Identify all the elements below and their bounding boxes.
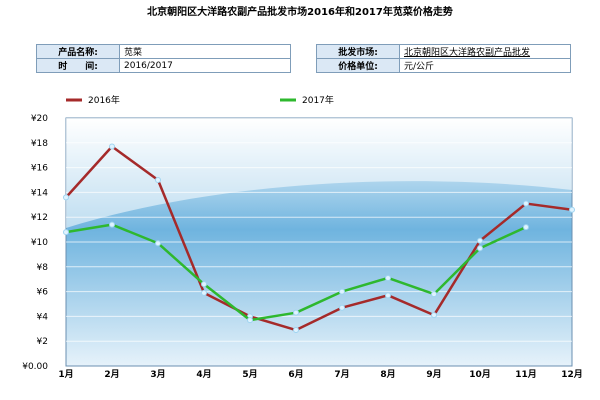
- time-value: 2016/2017: [119, 58, 291, 73]
- legend: 2016年 2017年: [66, 94, 334, 106]
- data-point: [523, 200, 529, 207]
- unit-label: 价格单位:: [316, 58, 400, 73]
- y-tick-label: ¥8: [37, 263, 49, 273]
- data-point: [477, 237, 483, 244]
- data-point: [293, 309, 299, 316]
- info-table-product: 产品名称: 苋菜 时 间: 2016/2017: [36, 44, 291, 73]
- data-point: [569, 206, 575, 213]
- plot-highlight: [66, 118, 572, 228]
- x-tick-label: 10月: [469, 369, 491, 380]
- data-point: [431, 291, 437, 298]
- x-tick-label: 3月: [150, 369, 165, 380]
- y-tick-label: ¥2: [37, 337, 48, 347]
- x-axis-ticks: 1月 2月 3月 4月 5月 6月 7月 8月 9月 10月 11月 12月: [58, 369, 582, 380]
- x-tick-label: 12月: [561, 369, 583, 380]
- x-tick-label: 7月: [334, 369, 349, 380]
- data-point: [155, 177, 161, 183]
- x-tick-label: 4月: [196, 369, 211, 380]
- data-point: [109, 143, 115, 150]
- y-tick-label: ¥0.00: [22, 362, 48, 372]
- data-point: [385, 274, 391, 281]
- data-point: [63, 229, 69, 236]
- y-tick-label: ¥20: [31, 114, 48, 124]
- data-point: [247, 317, 253, 324]
- legend-label-2: 2017年: [302, 94, 334, 106]
- info-table-market: 批发市场: 北京朝阳区大洋路农副产品批发 价格单位: 元/公斤: [316, 44, 571, 73]
- product-label: 产品名称:: [36, 44, 120, 59]
- data-point: [339, 288, 345, 295]
- y-tick-label: ¥6: [37, 288, 49, 298]
- data-point: [63, 194, 69, 201]
- x-tick-label: 1月: [58, 369, 73, 380]
- data-point: [201, 281, 207, 288]
- y-tick-label: ¥18: [31, 139, 48, 149]
- x-tick-label: 2月: [104, 369, 119, 380]
- x-tick-label: 8月: [380, 369, 395, 380]
- data-point: [201, 289, 207, 296]
- market-label: 批发市场:: [316, 44, 400, 59]
- unit-value: 元/公斤: [399, 58, 571, 73]
- x-tick-label: 9月: [426, 369, 441, 380]
- y-tick-label: ¥16: [31, 164, 48, 174]
- y-tick-label: ¥4: [37, 312, 49, 322]
- data-point: [109, 221, 115, 228]
- legend-label-1: 2016年: [88, 94, 120, 106]
- data-point: [477, 245, 483, 252]
- time-label: 时 间:: [36, 58, 120, 73]
- chart-title: 北京朝阳区大洋路农副产品批发市场2016年和2017年苋菜价格走势: [147, 7, 453, 18]
- x-tick-label: 11月: [515, 369, 537, 380]
- grid-lines: [66, 142, 572, 342]
- y-tick-label: ¥12: [31, 213, 48, 223]
- data-point: [385, 292, 391, 299]
- data-point: [339, 304, 345, 311]
- x-tick-label: 5月: [242, 369, 257, 380]
- data-point: [431, 312, 437, 319]
- y-tick-label: ¥14: [31, 188, 48, 198]
- series-lines: [63, 143, 575, 334]
- y-tick-label: ¥10: [31, 238, 48, 248]
- data-point: [523, 224, 529, 231]
- data-point: [293, 327, 299, 334]
- data-point: [155, 240, 161, 247]
- series-line-1: [65, 145, 573, 332]
- x-tick-label: 6月: [288, 369, 303, 380]
- y-axis-ticks: ¥0.00 ¥2 ¥4 ¥6 ¥8 ¥10 ¥12 ¥14 ¥16 ¥18 ¥20: [22, 114, 48, 372]
